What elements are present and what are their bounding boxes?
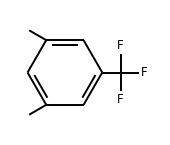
Text: F: F	[117, 39, 123, 52]
Text: F: F	[117, 93, 123, 106]
Text: F: F	[141, 66, 147, 79]
